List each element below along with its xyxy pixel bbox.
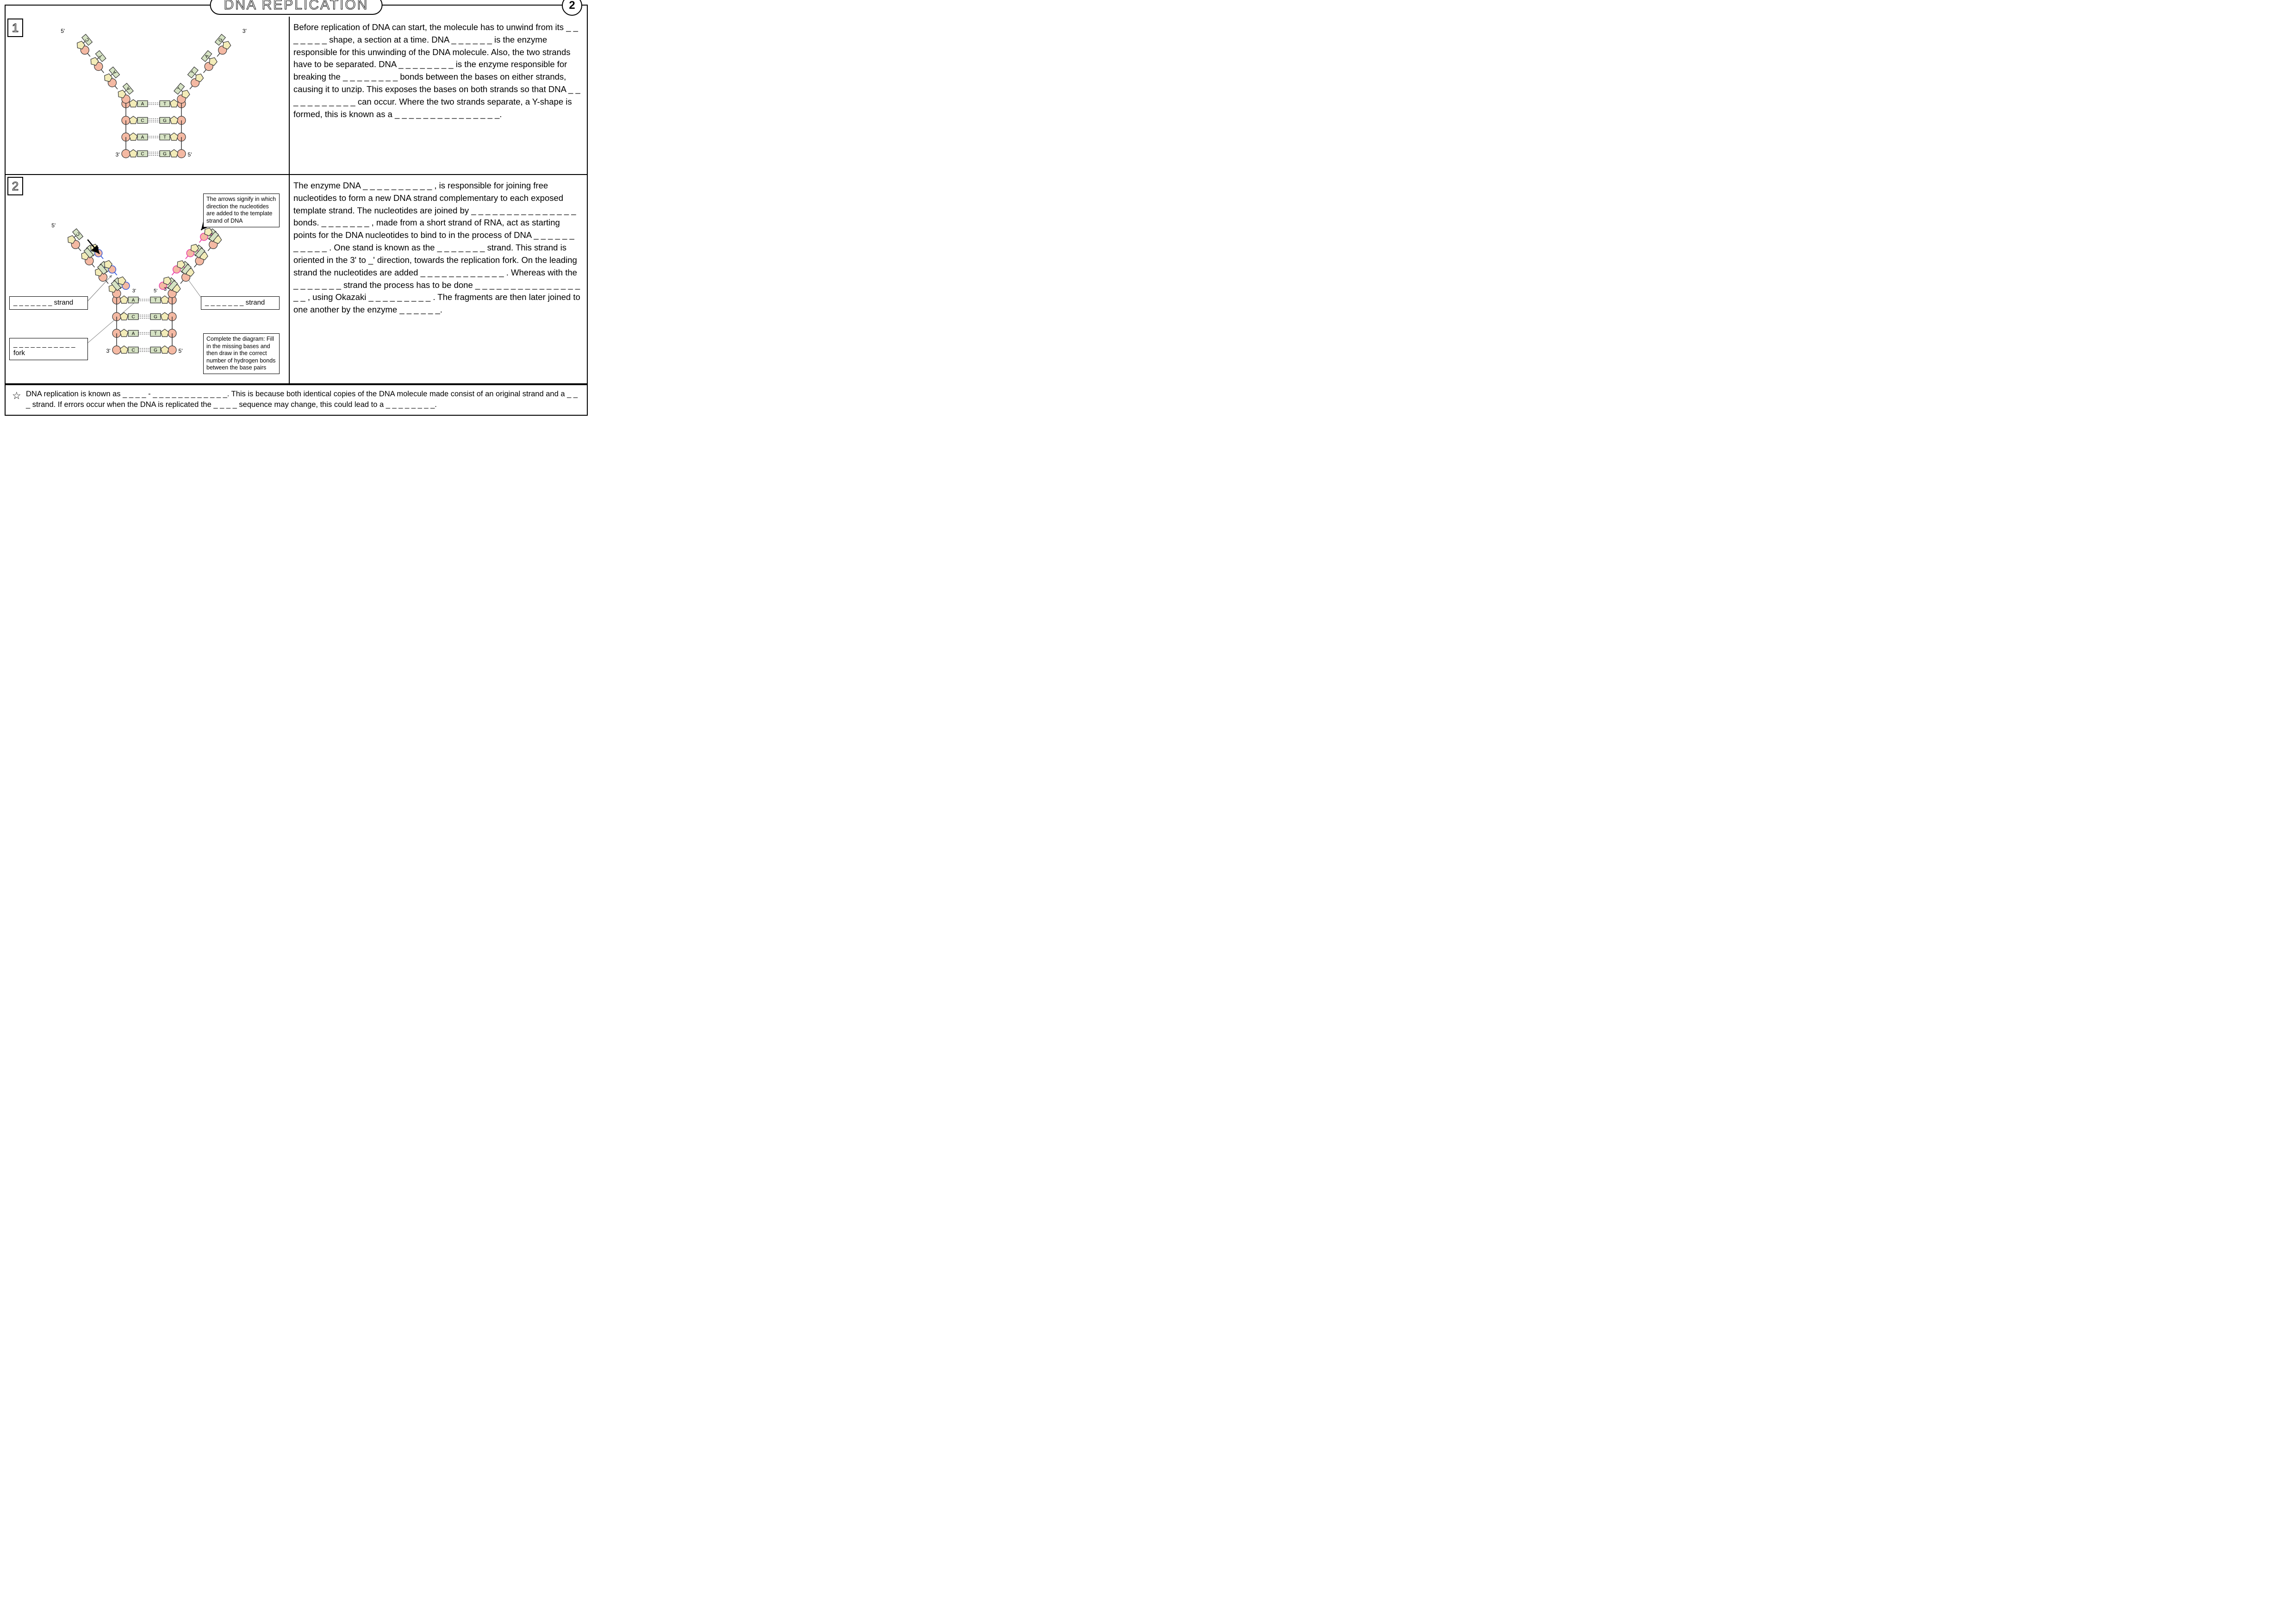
page-title: DNA REPLICATION [210,0,383,15]
svg-text:C: C [131,348,135,353]
section-1-text: Before replication of DNA can start, the… [290,17,587,174]
svg-text:5': 5' [188,151,192,158]
svg-text:C: C [131,315,135,320]
svg-text:3': 3' [132,288,136,294]
section-2-text: The enzyme DNA _ _ _ _ _ _ _ _ _ _ , is … [290,175,587,383]
star-icon: ☆ [12,389,21,403]
svg-text:T: T [154,298,157,303]
page-number-badge: 2 [562,0,582,16]
worksheet-page: DNA REPLICATION 2 1 ATCGATCGAATCTTAG5'3'… [5,5,588,416]
right-strand-label: _ _ _ _ _ _ _ strand [201,296,280,310]
svg-text:3': 3' [164,287,168,292]
svg-text:5': 5' [154,288,157,294]
svg-text:C: C [141,152,144,157]
section-2: 2 ATCGATCGAATCTG3'5'5'3'5'3'3'5' The arr… [6,175,587,384]
svg-text:3': 3' [116,151,120,158]
svg-text:5': 5' [179,348,183,354]
svg-text:T: T [163,102,166,107]
svg-text:A: A [141,102,144,107]
footer-text: DNA replication is known as _ _ _ _ - _ … [26,390,578,409]
svg-text:G: G [163,152,167,157]
svg-text:G: G [154,348,157,353]
diagram-2-cell: ATCGATCGAATCTG3'5'5'3'5'3'3'5' The arrow… [6,175,290,383]
svg-text:5': 5' [51,222,56,229]
svg-text:G: G [163,119,167,124]
dna-fork-diagram-1: ATCGATCGAATCTTAG5'3'3'5' [6,17,289,174]
footer-note: ☆ DNA replication is known as _ _ _ _ - … [6,384,587,415]
svg-text:C: C [141,119,144,124]
left-strand-label: _ _ _ _ _ _ _ strand [9,296,88,310]
section-1: 1 ATCGATCGAATCTTAG5'3'3'5' Before replic… [6,17,587,175]
svg-text:3': 3' [106,348,111,354]
svg-text:A: A [141,135,144,140]
svg-text:A: A [132,331,135,337]
svg-text:T: T [163,135,166,140]
svg-text:T: T [154,331,157,337]
arrow-direction-note: The arrows signify in which direction th… [203,194,280,227]
fork-label: _ _ _ _ _ _ _ _ _ _ _ fork [9,338,88,360]
complete-diagram-note: Complete the diagram: Fill in the missin… [203,333,280,374]
svg-text:A: A [132,298,135,303]
svg-text:5': 5' [61,28,65,34]
diagram-1-cell: ATCGATCGAATCTTAG5'3'3'5' [6,17,290,174]
svg-text:G: G [154,315,157,320]
svg-text:3': 3' [243,28,247,34]
